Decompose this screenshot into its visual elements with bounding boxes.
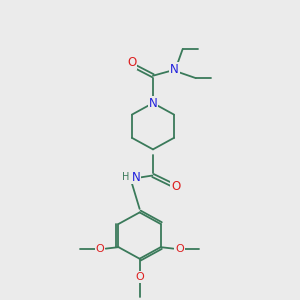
Text: O: O bbox=[127, 56, 136, 69]
Text: N: N bbox=[148, 97, 157, 110]
Text: O: O bbox=[175, 244, 184, 254]
Text: O: O bbox=[95, 244, 104, 254]
Text: N: N bbox=[170, 63, 179, 76]
Text: O: O bbox=[171, 180, 181, 193]
Text: O: O bbox=[135, 272, 144, 282]
Text: H: H bbox=[122, 172, 129, 182]
Text: N: N bbox=[132, 170, 140, 184]
